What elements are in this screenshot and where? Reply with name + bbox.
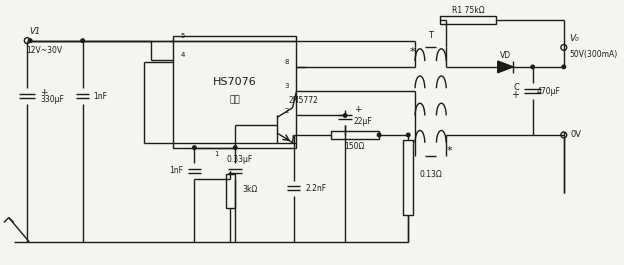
Text: 22μF: 22μF xyxy=(354,117,373,126)
Text: R1 75kΩ: R1 75kΩ xyxy=(452,6,484,15)
Text: *: * xyxy=(409,47,415,57)
Text: T: T xyxy=(428,31,433,40)
Text: 1nF: 1nF xyxy=(168,166,183,175)
Circle shape xyxy=(28,39,32,42)
Text: 0.33μF: 0.33μF xyxy=(226,155,252,164)
Text: V1: V1 xyxy=(29,27,41,36)
Circle shape xyxy=(81,39,84,42)
Text: 4: 4 xyxy=(180,52,185,58)
Text: 5: 5 xyxy=(180,33,185,39)
Text: 0V: 0V xyxy=(570,130,582,139)
Text: VD: VD xyxy=(500,51,511,60)
Circle shape xyxy=(562,65,565,69)
Bar xyxy=(225,174,235,208)
Circle shape xyxy=(378,133,381,137)
Circle shape xyxy=(406,133,410,137)
Text: 150Ω: 150Ω xyxy=(344,142,365,151)
Text: 3: 3 xyxy=(285,83,289,89)
Text: HS7076: HS7076 xyxy=(213,77,256,87)
Text: 330μF: 330μF xyxy=(41,95,65,104)
Polygon shape xyxy=(498,61,514,73)
Text: C: C xyxy=(513,83,519,92)
Circle shape xyxy=(531,65,534,69)
Text: 3kΩ: 3kΩ xyxy=(242,185,257,194)
Text: 50V(300mA): 50V(300mA) xyxy=(570,50,618,59)
Text: +: + xyxy=(354,105,361,114)
Text: 12V~30V: 12V~30V xyxy=(26,46,62,55)
Bar xyxy=(173,36,296,148)
Bar xyxy=(331,131,379,139)
Text: 470μF: 470μF xyxy=(537,87,560,96)
Text: V₀: V₀ xyxy=(570,34,579,43)
Text: 8: 8 xyxy=(285,59,289,65)
Text: 2N5772: 2N5772 xyxy=(289,96,319,105)
Text: 1nF: 1nF xyxy=(94,91,107,100)
Text: 0.13Ω: 0.13Ω xyxy=(420,170,442,179)
Text: 2: 2 xyxy=(285,108,289,114)
Bar xyxy=(403,140,413,215)
Text: +: + xyxy=(40,88,47,97)
Circle shape xyxy=(233,146,237,149)
Text: 1: 1 xyxy=(215,151,219,157)
Text: 外壳: 外壳 xyxy=(230,95,240,104)
Bar xyxy=(441,16,495,24)
Text: *: * xyxy=(446,147,452,156)
Text: 2.2nF: 2.2nF xyxy=(305,184,326,193)
Text: +: + xyxy=(511,90,519,100)
Circle shape xyxy=(193,146,196,149)
Circle shape xyxy=(343,114,347,117)
